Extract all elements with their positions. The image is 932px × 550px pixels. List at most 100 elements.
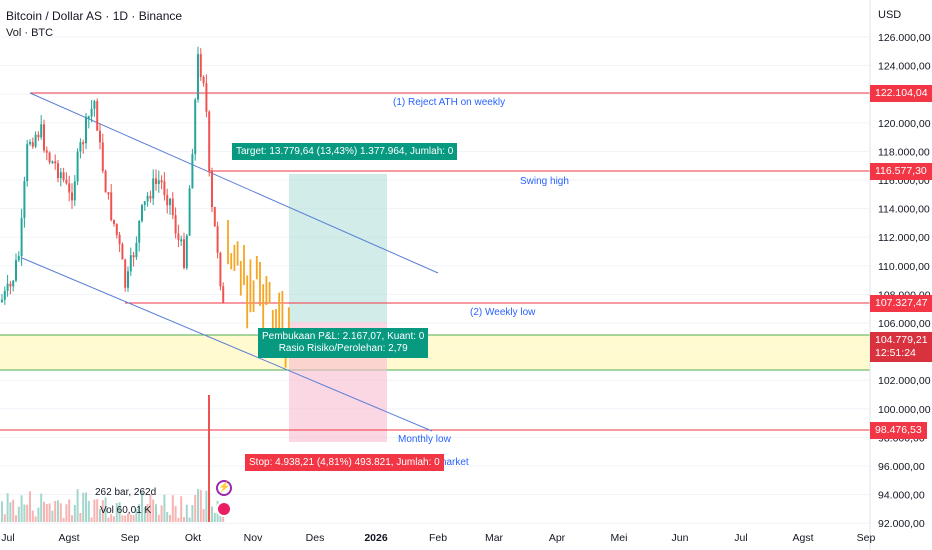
support-zone <box>0 335 870 370</box>
volume-bar <box>9 502 12 522</box>
candle-body <box>138 220 141 243</box>
candle-body <box>104 171 107 193</box>
volume-bar <box>138 504 141 522</box>
candle-body <box>76 151 79 182</box>
candle-body <box>185 235 188 268</box>
candle-body <box>143 201 146 205</box>
price-tick: 110.000,00 <box>878 261 930 273</box>
lightning-icon[interactable]: ⚡ <box>216 480 232 496</box>
volume-bar <box>31 510 34 522</box>
currency-selector[interactable]: USD <box>878 9 902 21</box>
candle-body <box>113 220 115 224</box>
candle-body <box>127 271 129 288</box>
current-price-label: 104.779,21 12:51:24 <box>870 332 932 362</box>
bar-count: 262 bar, 262d <box>95 487 157 498</box>
volume-bar <box>107 517 110 522</box>
volume-bar <box>59 503 62 522</box>
candle-body <box>9 283 12 287</box>
swing-high-price-label: 116.577,30 <box>870 163 932 180</box>
candle-body <box>107 192 110 195</box>
projection-bar <box>252 280 255 312</box>
price-tick: 114.000,00 <box>878 204 930 216</box>
volume-bar <box>199 490 202 522</box>
projection-bar <box>243 244 245 286</box>
candle-body <box>62 172 65 180</box>
volume-bar <box>171 495 174 522</box>
volume-bar <box>99 509 101 522</box>
candle-body <box>219 252 222 287</box>
volume-bar <box>180 496 183 522</box>
time-tick: Des <box>306 532 325 544</box>
volume-bar <box>79 512 82 522</box>
volume-bar <box>26 504 29 522</box>
projection-bar <box>236 241 239 266</box>
weekly-low-annotation: (2) Weekly low <box>470 307 536 318</box>
projection-bar <box>287 307 290 336</box>
candle-body <box>12 280 15 287</box>
volume-bar <box>45 504 48 522</box>
candle-body <box>141 204 143 221</box>
candle-body <box>93 101 96 109</box>
time-tick: Agst <box>792 532 813 544</box>
volume-bar <box>135 508 138 522</box>
volume-bar <box>29 491 31 522</box>
candle-body <box>20 218 23 257</box>
price-tick: 124.000,00 <box>878 61 931 73</box>
volume-bar <box>205 490 208 522</box>
candle-body <box>205 83 208 112</box>
volume-bar <box>149 494 152 522</box>
candle-body <box>208 111 211 172</box>
grid <box>0 36 870 524</box>
candle-body <box>3 290 6 300</box>
candle-body <box>132 255 135 258</box>
volume-bar <box>169 514 171 522</box>
candle-body <box>194 99 197 155</box>
volume-bar <box>73 505 76 522</box>
volume-bar <box>37 507 40 522</box>
candle-body <box>29 142 31 145</box>
candle-body <box>155 178 157 184</box>
price-tick: 100.000,00 <box>878 404 931 416</box>
candle-body <box>183 239 185 268</box>
candle-body <box>191 154 194 189</box>
ath-price-label: 122.104,04 <box>870 85 932 102</box>
volume-bar <box>40 493 43 522</box>
candle-body <box>169 198 171 206</box>
candle-body <box>115 223 118 235</box>
candle-body <box>199 54 202 77</box>
monthly-low-annotation: Monthly low <box>398 434 451 445</box>
volume-bar <box>146 504 149 522</box>
candle-body <box>202 76 205 84</box>
ath-annotation: (1) Reject ATH on weekly <box>393 97 506 108</box>
target-zone <box>289 174 387 322</box>
candle-body <box>1 299 3 302</box>
volume-indicator-label[interactable]: Vol · BTC <box>6 27 54 39</box>
weekly-low-price-label: 107.327,47 <box>870 295 932 312</box>
volume-bar <box>1 501 3 522</box>
price-tick: 118.000,00 <box>878 146 930 158</box>
candle-body <box>146 195 149 202</box>
us-flag-icon[interactable] <box>216 501 232 517</box>
time-tick: Mar <box>485 532 504 544</box>
price-axis: 126.000,00124.000,00122.000,00120.000,00… <box>878 32 931 530</box>
volume-bar <box>115 503 118 522</box>
projection-bar <box>230 253 233 270</box>
candle-body <box>121 244 124 260</box>
candle-body <box>51 161 54 164</box>
projection-bar <box>246 275 249 329</box>
time-tick: Agst <box>58 532 79 544</box>
candle-body <box>174 215 177 234</box>
chart-title[interactable]: Bitcoin / Dollar AS · 1D · Binance <box>6 9 183 23</box>
volume-bar <box>71 515 73 522</box>
volume-bar <box>68 499 71 522</box>
volume-bar <box>85 492 87 522</box>
candle-body <box>118 234 121 245</box>
projection-bar <box>249 259 252 313</box>
time-tick: Sep <box>121 532 140 544</box>
volume-bar <box>222 515 225 522</box>
candle-body <box>6 283 9 291</box>
candle-body <box>68 183 71 193</box>
volume-bar <box>93 499 96 522</box>
